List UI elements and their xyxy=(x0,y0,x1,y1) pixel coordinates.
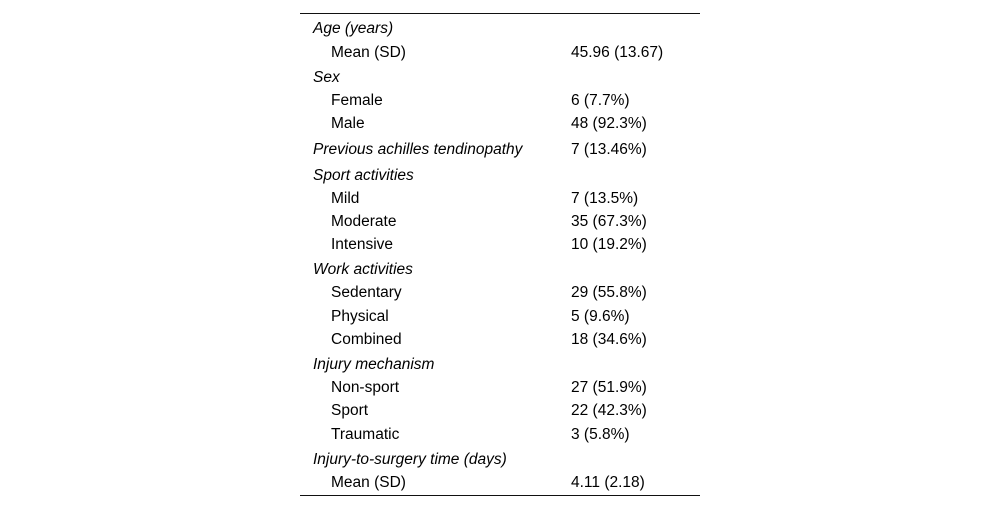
row-label: Female xyxy=(331,92,383,110)
row-label: Non-sport xyxy=(331,379,400,397)
table-row: Combined 18 (34.6%) xyxy=(300,328,700,351)
row-label: Male xyxy=(331,115,365,133)
row-label: Combined xyxy=(331,330,402,348)
table-row: Female 6 (7.7%) xyxy=(300,90,700,113)
row-value: 4.11 (2.18) xyxy=(571,474,645,492)
row-label: Injury mechanism xyxy=(313,356,435,374)
table-row: Non-sport 27 (51.9%) xyxy=(300,377,700,400)
row-label: Mean (SD) xyxy=(331,474,406,492)
table-row: Mean (SD) 4.11 (2.18) xyxy=(300,472,700,495)
row-value: 45.96 (13.67) xyxy=(571,43,664,61)
row-value: 27 (51.9%) xyxy=(571,379,647,397)
table-row: Sport 22 (42.3%) xyxy=(300,400,700,423)
table-row: Age (years) xyxy=(300,18,700,41)
row-label: Physical xyxy=(331,307,389,325)
table-row: Sex xyxy=(300,67,700,90)
table-row: Male 48 (92.3%) xyxy=(300,113,700,136)
table-rows: Age (years) Mean (SD) 45.96 (13.67) Sex … xyxy=(300,14,700,494)
table-row: Physical 5 (9.6%) xyxy=(300,305,700,328)
row-label: Intensive xyxy=(331,235,394,253)
table-row: Previous achilles tendinopathy 7 (13.46%… xyxy=(300,138,700,161)
table-row: Intensive 10 (19.2%) xyxy=(300,233,700,256)
table-row: Injury mechanism xyxy=(300,354,700,377)
table-row: Work activities xyxy=(300,259,700,282)
row-value: 10 (19.2%) xyxy=(571,235,647,253)
table-row: Moderate 35 (67.3%) xyxy=(300,210,700,233)
row-label: Sedentary xyxy=(331,284,402,302)
row-value: 7 (13.46%) xyxy=(571,140,647,158)
table-row: Injury-to-surgery time (days) xyxy=(300,449,700,472)
table-row: Sedentary 29 (55.8%) xyxy=(300,282,700,305)
row-value: 22 (42.3%) xyxy=(571,402,647,420)
table-top-rule xyxy=(300,13,700,15)
row-value: 48 (92.3%) xyxy=(571,115,647,133)
table-row: Mild 7 (13.5%) xyxy=(300,187,700,210)
table-row: Traumatic 3 (5.8%) xyxy=(300,423,700,446)
row-value: 18 (34.6%) xyxy=(571,330,647,348)
table-bottom-rule xyxy=(300,494,700,497)
row-label: Injury-to-surgery time (days) xyxy=(313,451,507,469)
row-value: 29 (55.8%) xyxy=(571,284,647,302)
table-row: Sport activities xyxy=(300,164,700,187)
row-value: 6 (7.7%) xyxy=(571,92,630,110)
row-label: Sex xyxy=(313,69,340,87)
demographics-table: Age (years) Mean (SD) 45.96 (13.67) Sex … xyxy=(300,13,700,497)
row-value: 35 (67.3%) xyxy=(571,212,647,230)
row-label: Mean (SD) xyxy=(331,43,406,61)
row-value: 3 (5.8%) xyxy=(571,425,630,443)
row-label: Traumatic xyxy=(331,425,400,443)
table-row: Mean (SD) 45.96 (13.67) xyxy=(300,41,700,64)
row-label: Work activities xyxy=(313,261,413,279)
row-label: Age (years) xyxy=(313,20,394,38)
row-label: Moderate xyxy=(331,212,397,230)
row-value: 7 (13.5%) xyxy=(571,189,639,207)
row-label: Mild xyxy=(331,189,360,207)
row-label: Previous achilles tendinopathy xyxy=(313,140,523,158)
row-value: 5 (9.6%) xyxy=(571,307,630,325)
row-label: Sport activities xyxy=(313,166,414,184)
row-label: Sport xyxy=(331,402,369,420)
